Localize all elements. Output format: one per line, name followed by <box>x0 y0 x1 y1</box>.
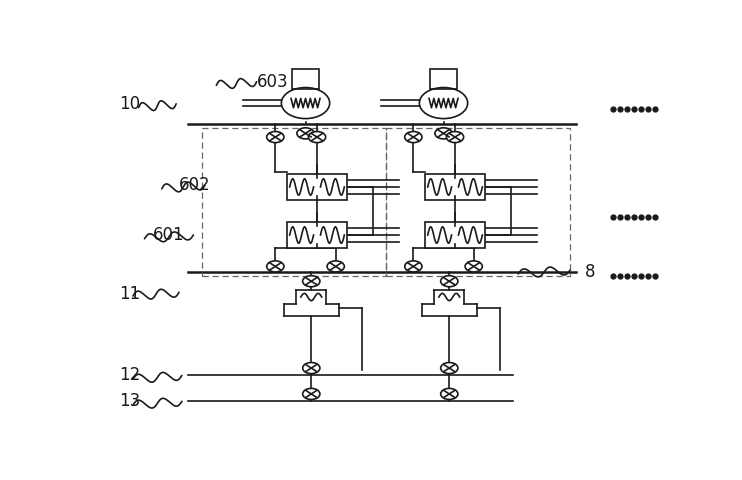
Circle shape <box>447 132 464 143</box>
Circle shape <box>297 128 314 139</box>
Bar <box>386 128 570 276</box>
Circle shape <box>327 261 344 272</box>
Text: 8: 8 <box>585 263 595 281</box>
Circle shape <box>404 261 422 272</box>
Circle shape <box>465 261 482 272</box>
Circle shape <box>404 132 422 143</box>
Circle shape <box>303 276 320 287</box>
Circle shape <box>441 362 458 373</box>
Text: 13: 13 <box>119 392 140 410</box>
Circle shape <box>303 388 320 399</box>
Text: 602: 602 <box>179 176 211 194</box>
Text: 10: 10 <box>119 95 139 113</box>
Bar <box>425 222 485 248</box>
Circle shape <box>441 388 458 399</box>
Bar <box>287 222 347 248</box>
Bar <box>202 128 386 276</box>
Text: 11: 11 <box>119 285 140 303</box>
Text: 12: 12 <box>119 366 140 384</box>
Circle shape <box>266 261 284 272</box>
Bar <box>425 174 485 200</box>
Circle shape <box>309 132 326 143</box>
Text: 603: 603 <box>257 72 288 91</box>
Circle shape <box>303 362 320 373</box>
Circle shape <box>435 128 452 139</box>
Text: 601: 601 <box>153 226 185 244</box>
Bar <box>430 69 457 89</box>
Circle shape <box>266 132 284 143</box>
Circle shape <box>441 276 458 287</box>
Bar <box>292 69 319 89</box>
Bar <box>287 174 347 200</box>
